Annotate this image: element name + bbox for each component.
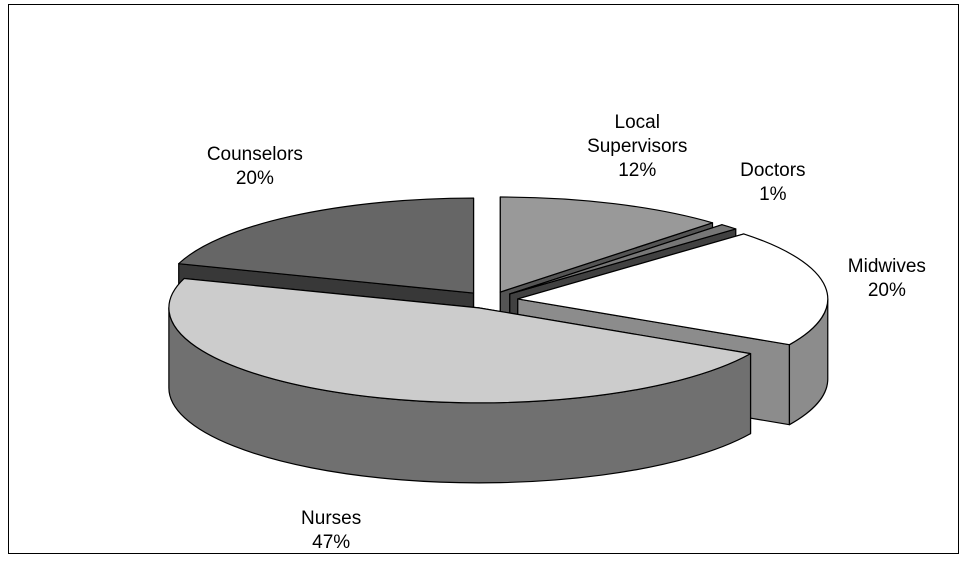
value-label: 20% [867,280,906,302]
slice-label: Counselors 20% [190,143,320,191]
slice-top [509,224,737,295]
chart-border [8,4,959,554]
slice-top [168,277,752,404]
category-label: Doctors [740,160,806,182]
slice-label: Nurses 47% [266,507,396,555]
slice [168,277,752,484]
slice-label: Doctors 1% [708,159,838,207]
category-label: Counselors [206,143,303,165]
slice-top [517,233,829,346]
value-label: 1% [759,184,787,206]
value-label: 12% [618,159,657,181]
category-label: Midwives [847,256,926,278]
slice-top [499,196,714,293]
category-label: Local Supervisors [587,111,688,157]
category-label: Nurses [301,508,362,530]
slice-label: Local Supervisors 12% [572,111,702,183]
value-label: 47% [312,532,351,554]
value-label: 20% [235,167,274,189]
slice-top [178,197,475,294]
slice-label: Midwives 20% [822,255,952,303]
